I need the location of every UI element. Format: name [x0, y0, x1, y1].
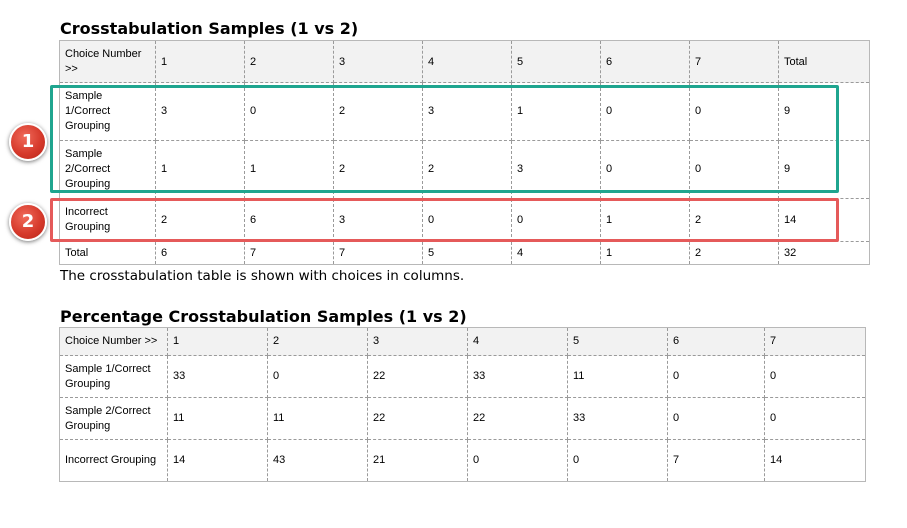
- cell: 11: [267, 397, 368, 440]
- header-cell: 3: [333, 40, 423, 83]
- header-cell: 7: [689, 40, 779, 83]
- cell: 5: [422, 241, 512, 265]
- cell: 1: [155, 140, 245, 199]
- table-total-row: Total 6 7 7 5 4 1 2 32: [59, 241, 870, 265]
- cell: 33: [167, 355, 268, 398]
- cell: 0: [667, 355, 765, 398]
- cell: 21: [367, 439, 468, 482]
- table-row: Incorrect Grouping 2 6 3 0 0 1 2 14: [59, 198, 870, 242]
- cell: 22: [367, 397, 468, 440]
- header-cell: 3: [367, 327, 468, 356]
- header-cell: 7: [764, 327, 866, 356]
- cell: 11: [167, 397, 268, 440]
- cell: 43: [267, 439, 368, 482]
- cell: 0: [764, 355, 866, 398]
- row-label: Sample 1/Correct Grouping: [59, 82, 156, 141]
- cell: 2: [333, 82, 423, 141]
- cell: 0: [467, 439, 568, 482]
- table-row: Sample 2/Correct Grouping 1 1 2 2 3 0 0 …: [59, 140, 870, 199]
- row-label: Incorrect Grouping: [59, 198, 156, 242]
- cell: 0: [600, 82, 690, 141]
- row-label: Sample 2/Correct Grouping: [59, 397, 168, 440]
- cell: 6: [155, 241, 245, 265]
- table1-title: Crosstabulation Samples (1 vs 2): [60, 19, 359, 38]
- cell: 7: [244, 241, 334, 265]
- cell: 33: [467, 355, 568, 398]
- crosstab-table: Choice Number >> 1 2 3 4 5 6 7 Total Sam…: [59, 40, 870, 265]
- table1-caption: The crosstabulation table is shown with …: [60, 268, 465, 284]
- cell: 0: [267, 355, 368, 398]
- callout-badge-2: 2: [9, 203, 47, 241]
- cell: 1: [511, 82, 601, 141]
- cell: 22: [367, 355, 468, 398]
- cell: 1: [600, 241, 690, 265]
- cell: 2: [689, 241, 779, 265]
- row-label: Incorrect Grouping: [59, 439, 168, 482]
- header-cell: 2: [267, 327, 368, 356]
- cell: 33: [567, 397, 668, 440]
- cell: 7: [667, 439, 765, 482]
- header-cell: 4: [422, 40, 512, 83]
- cell: 4: [511, 241, 601, 265]
- cell: 14: [778, 198, 870, 242]
- cell: 2: [422, 140, 512, 199]
- cell: 0: [511, 198, 601, 242]
- cell: 0: [689, 82, 779, 141]
- table-row: Sample 1/Correct Grouping 33 0 22 33 11 …: [59, 355, 866, 398]
- cell: 11: [567, 355, 668, 398]
- cell: 1: [600, 198, 690, 242]
- cell: 7: [333, 241, 423, 265]
- table-row: Incorrect Grouping 14 43 21 0 0 7 14: [59, 439, 866, 482]
- header-cell: 1: [155, 40, 245, 83]
- row-label: Sample 1/Correct Grouping: [59, 355, 168, 398]
- cell: 2: [333, 140, 423, 199]
- percentage-crosstab-table: Choice Number >> 1 2 3 4 5 6 7 Sample 1/…: [59, 327, 866, 482]
- cell: 14: [167, 439, 268, 482]
- header-cell: 6: [667, 327, 765, 356]
- header-cell: 4: [467, 327, 568, 356]
- table-header-row: Choice Number >> 1 2 3 4 5 6 7 Total: [59, 40, 870, 83]
- cell: 0: [244, 82, 334, 141]
- table-row: Sample 1/Correct Grouping 3 0 2 3 1 0 0 …: [59, 82, 870, 141]
- row-label: Sample 2/Correct Grouping: [59, 140, 156, 199]
- header-cell: 1: [167, 327, 268, 356]
- callout-badge-1: 1: [9, 123, 47, 161]
- header-cell: 6: [600, 40, 690, 83]
- cell: 0: [422, 198, 512, 242]
- highlight-box-correct-groupings: [50, 85, 839, 193]
- header-cell: 5: [567, 327, 668, 356]
- cell: 22: [467, 397, 568, 440]
- table-header-row: Choice Number >> 1 2 3 4 5 6 7: [59, 327, 866, 356]
- cell: 0: [764, 397, 866, 440]
- cell: 9: [778, 82, 870, 141]
- header-cell: Total: [778, 40, 870, 83]
- cell: 32: [778, 241, 870, 265]
- cell: 0: [567, 439, 668, 482]
- header-cell: Choice Number >>: [59, 327, 168, 356]
- table2-title: Percentage Crosstabulation Samples (1 vs…: [60, 307, 467, 326]
- highlight-box-incorrect-grouping: [50, 198, 839, 242]
- header-cell: Choice Number >>: [59, 40, 156, 83]
- cell: 0: [667, 397, 765, 440]
- cell: 14: [764, 439, 866, 482]
- header-cell: 5: [511, 40, 601, 83]
- cell: 9: [778, 140, 870, 199]
- header-cell: 2: [244, 40, 334, 83]
- table-row: Sample 2/Correct Grouping 11 11 22 22 33…: [59, 397, 866, 440]
- row-label: Total: [59, 241, 156, 265]
